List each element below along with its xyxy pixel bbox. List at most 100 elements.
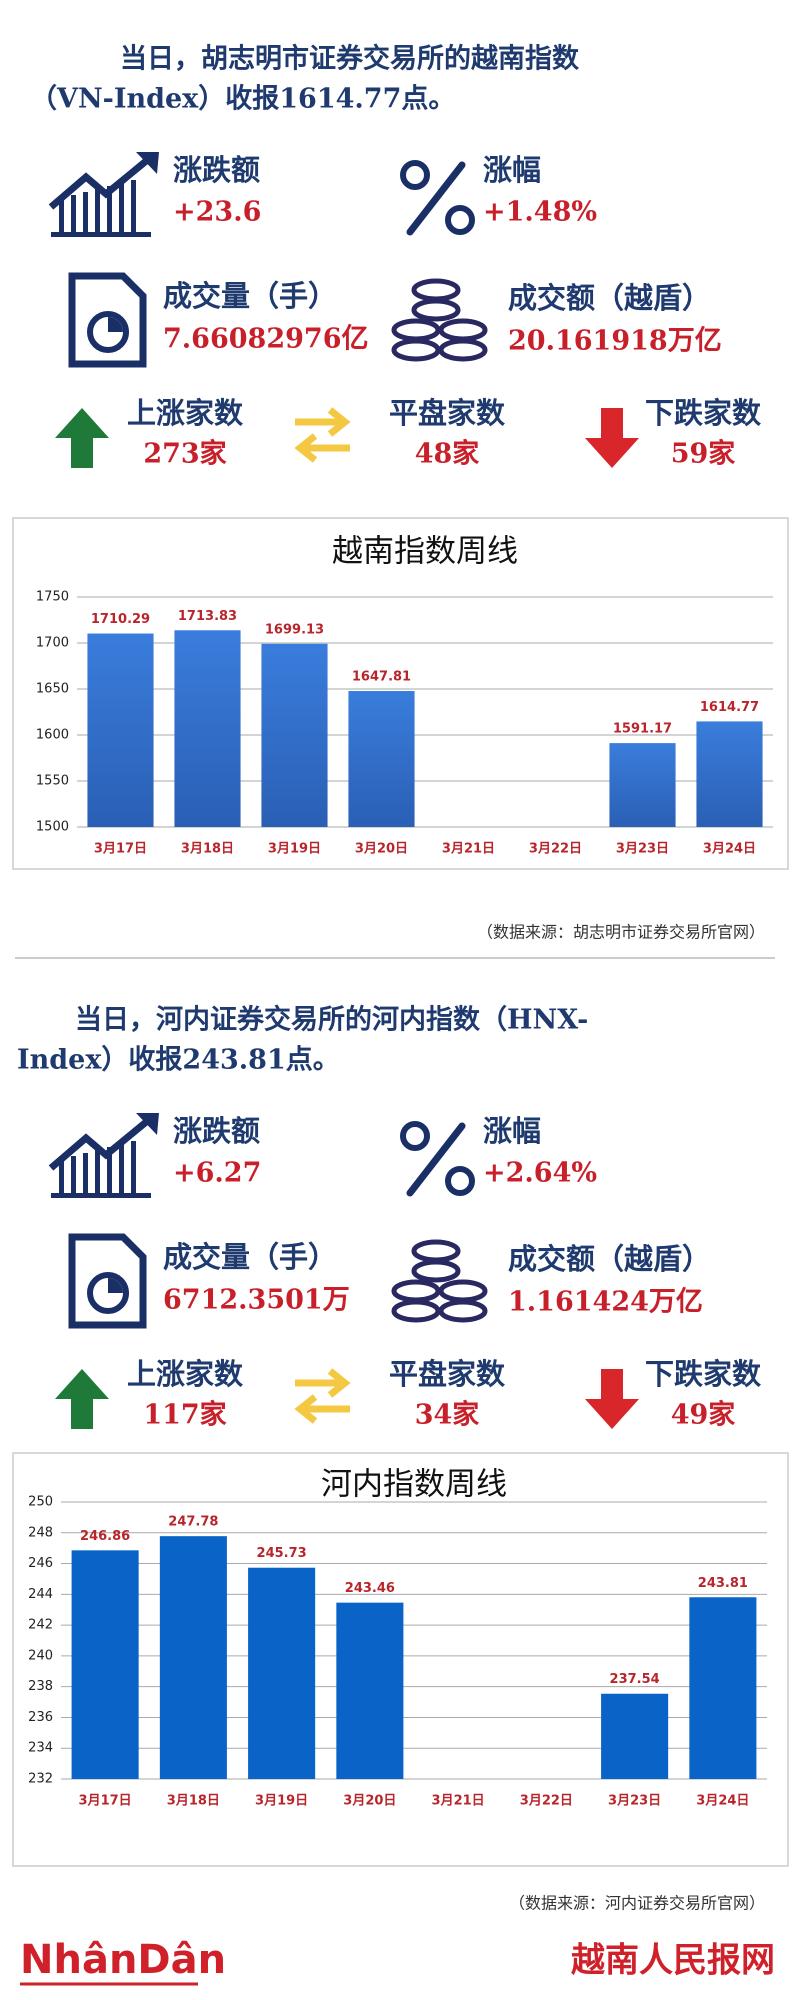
chart-title: 越南指数周线	[332, 534, 518, 570]
y-tick-label: 244	[28, 1587, 53, 1602]
stat-value: +2.64%	[483, 1158, 597, 1189]
icon-part	[68, 1233, 147, 1329]
icon-part	[411, 298, 461, 322]
bar	[71, 1550, 139, 1779]
icon-part	[400, 160, 430, 190]
y-tick-label: 232	[28, 1772, 53, 1787]
icon-part	[87, 311, 129, 353]
y-tick-label: 250	[28, 1495, 53, 1510]
icon-part	[438, 1299, 488, 1323]
data-label: 1591.17	[613, 722, 672, 737]
stat-label: 成交额（越盾）	[508, 1242, 711, 1276]
stat-label: 上涨家数	[127, 1357, 244, 1391]
stat-label: 下跌家数	[645, 396, 762, 430]
bar	[348, 691, 415, 827]
icon-trend	[48, 152, 159, 237]
chart-title: 河内指数周线	[321, 1467, 507, 1503]
icon-part	[411, 1239, 461, 1263]
y-tick-label: 1550	[36, 774, 69, 789]
icon-part	[59, 198, 64, 232]
icon-part	[48, 154, 154, 210]
icon-swap	[294, 407, 351, 463]
y-tick-label: 1500	[36, 820, 69, 835]
stat-value: 49家	[671, 1399, 736, 1431]
icon-part	[391, 1279, 441, 1303]
headline: 当日，胡志明市证券交易所的越南指数	[120, 43, 580, 75]
y-tick-label: 248	[28, 1525, 53, 1540]
icon-part	[83, 192, 88, 232]
site-name: 越南人民报网	[571, 1941, 775, 1981]
data-label: 243.81	[698, 1576, 748, 1591]
x-tick-label: 3月21日	[442, 842, 495, 857]
stat-value: 34家	[415, 1399, 480, 1431]
stat-value: 1.161424万亿	[508, 1287, 703, 1318]
icon-coins	[391, 1239, 488, 1323]
stat-label: 平盘家数	[389, 396, 506, 430]
stat-value: +6.27	[173, 1158, 261, 1189]
headline: 当日，河内证券交易所的河内指数（HNX-	[75, 1004, 588, 1036]
icon-part	[400, 1121, 430, 1151]
icon-part	[59, 1159, 64, 1193]
icon-up	[55, 408, 109, 468]
y-tick-label: 240	[28, 1648, 53, 1663]
bar	[696, 721, 763, 827]
stat-label: 成交量（手）	[163, 1240, 337, 1274]
icon-part	[55, 408, 109, 468]
bar	[248, 1567, 316, 1779]
source-note: （数据来源：胡志明市证券交易所官网）	[477, 923, 765, 942]
bar	[87, 633, 154, 827]
data-label: 237.54	[610, 1672, 660, 1687]
icon-part	[95, 1150, 100, 1193]
icon-down	[585, 1369, 639, 1429]
bar	[601, 1693, 669, 1779]
x-tick-label: 3月20日	[343, 1794, 396, 1809]
stat-label: 涨跌额	[173, 153, 260, 187]
stat-label: 上涨家数	[127, 396, 244, 430]
icon-part	[411, 1259, 461, 1283]
icon-part	[108, 317, 123, 332]
icon-coins	[391, 278, 488, 362]
icon-part	[445, 205, 475, 235]
stat-value: 273家	[143, 438, 226, 470]
bar	[174, 630, 241, 827]
x-tick-label: 3月24日	[703, 842, 756, 857]
stat-value: 20.161918万亿	[508, 326, 722, 357]
y-tick-label: 238	[28, 1679, 53, 1694]
x-tick-label: 3月23日	[616, 842, 669, 857]
icon-part	[294, 1368, 351, 1424]
icon-part	[585, 1369, 639, 1429]
source-note: （数据来源：河内证券交易所官网）	[509, 1894, 765, 1913]
icon-part	[131, 180, 136, 232]
icon-trend	[48, 1113, 159, 1198]
stat-value: 6712.3501万	[163, 1285, 350, 1316]
y-tick-label: 1650	[36, 682, 69, 697]
icon-part	[119, 183, 124, 232]
icon-part	[83, 1153, 88, 1193]
icon-part	[391, 1299, 441, 1323]
bar	[261, 643, 328, 827]
x-tick-label: 3月17日	[79, 1794, 132, 1809]
x-tick-label: 3月19日	[255, 1794, 308, 1809]
stat-label: 成交量（手）	[163, 279, 337, 313]
bar	[689, 1597, 757, 1779]
data-label: 245.73	[257, 1546, 307, 1561]
x-tick-label: 3月21日	[432, 1794, 485, 1809]
stat-value: 59家	[671, 438, 736, 470]
y-tick-label: 236	[28, 1710, 53, 1725]
stat-label: 成交额（越盾）	[508, 281, 711, 315]
icon-part	[51, 232, 151, 237]
headline: Index）收报243.81点。	[17, 1045, 340, 1076]
data-label: 1699.13	[265, 622, 324, 637]
bar	[336, 1602, 404, 1779]
icon-part	[406, 161, 466, 236]
icon-part	[136, 1113, 159, 1135]
x-tick-label: 3月22日	[520, 1794, 573, 1809]
icon-part	[107, 186, 112, 232]
icon-part	[71, 1156, 76, 1193]
icon-part	[68, 272, 147, 368]
stat-value: 7.66082976亿	[163, 324, 368, 355]
icon-part	[119, 1144, 124, 1193]
icon-part	[294, 407, 351, 463]
icon-pct	[400, 160, 475, 236]
